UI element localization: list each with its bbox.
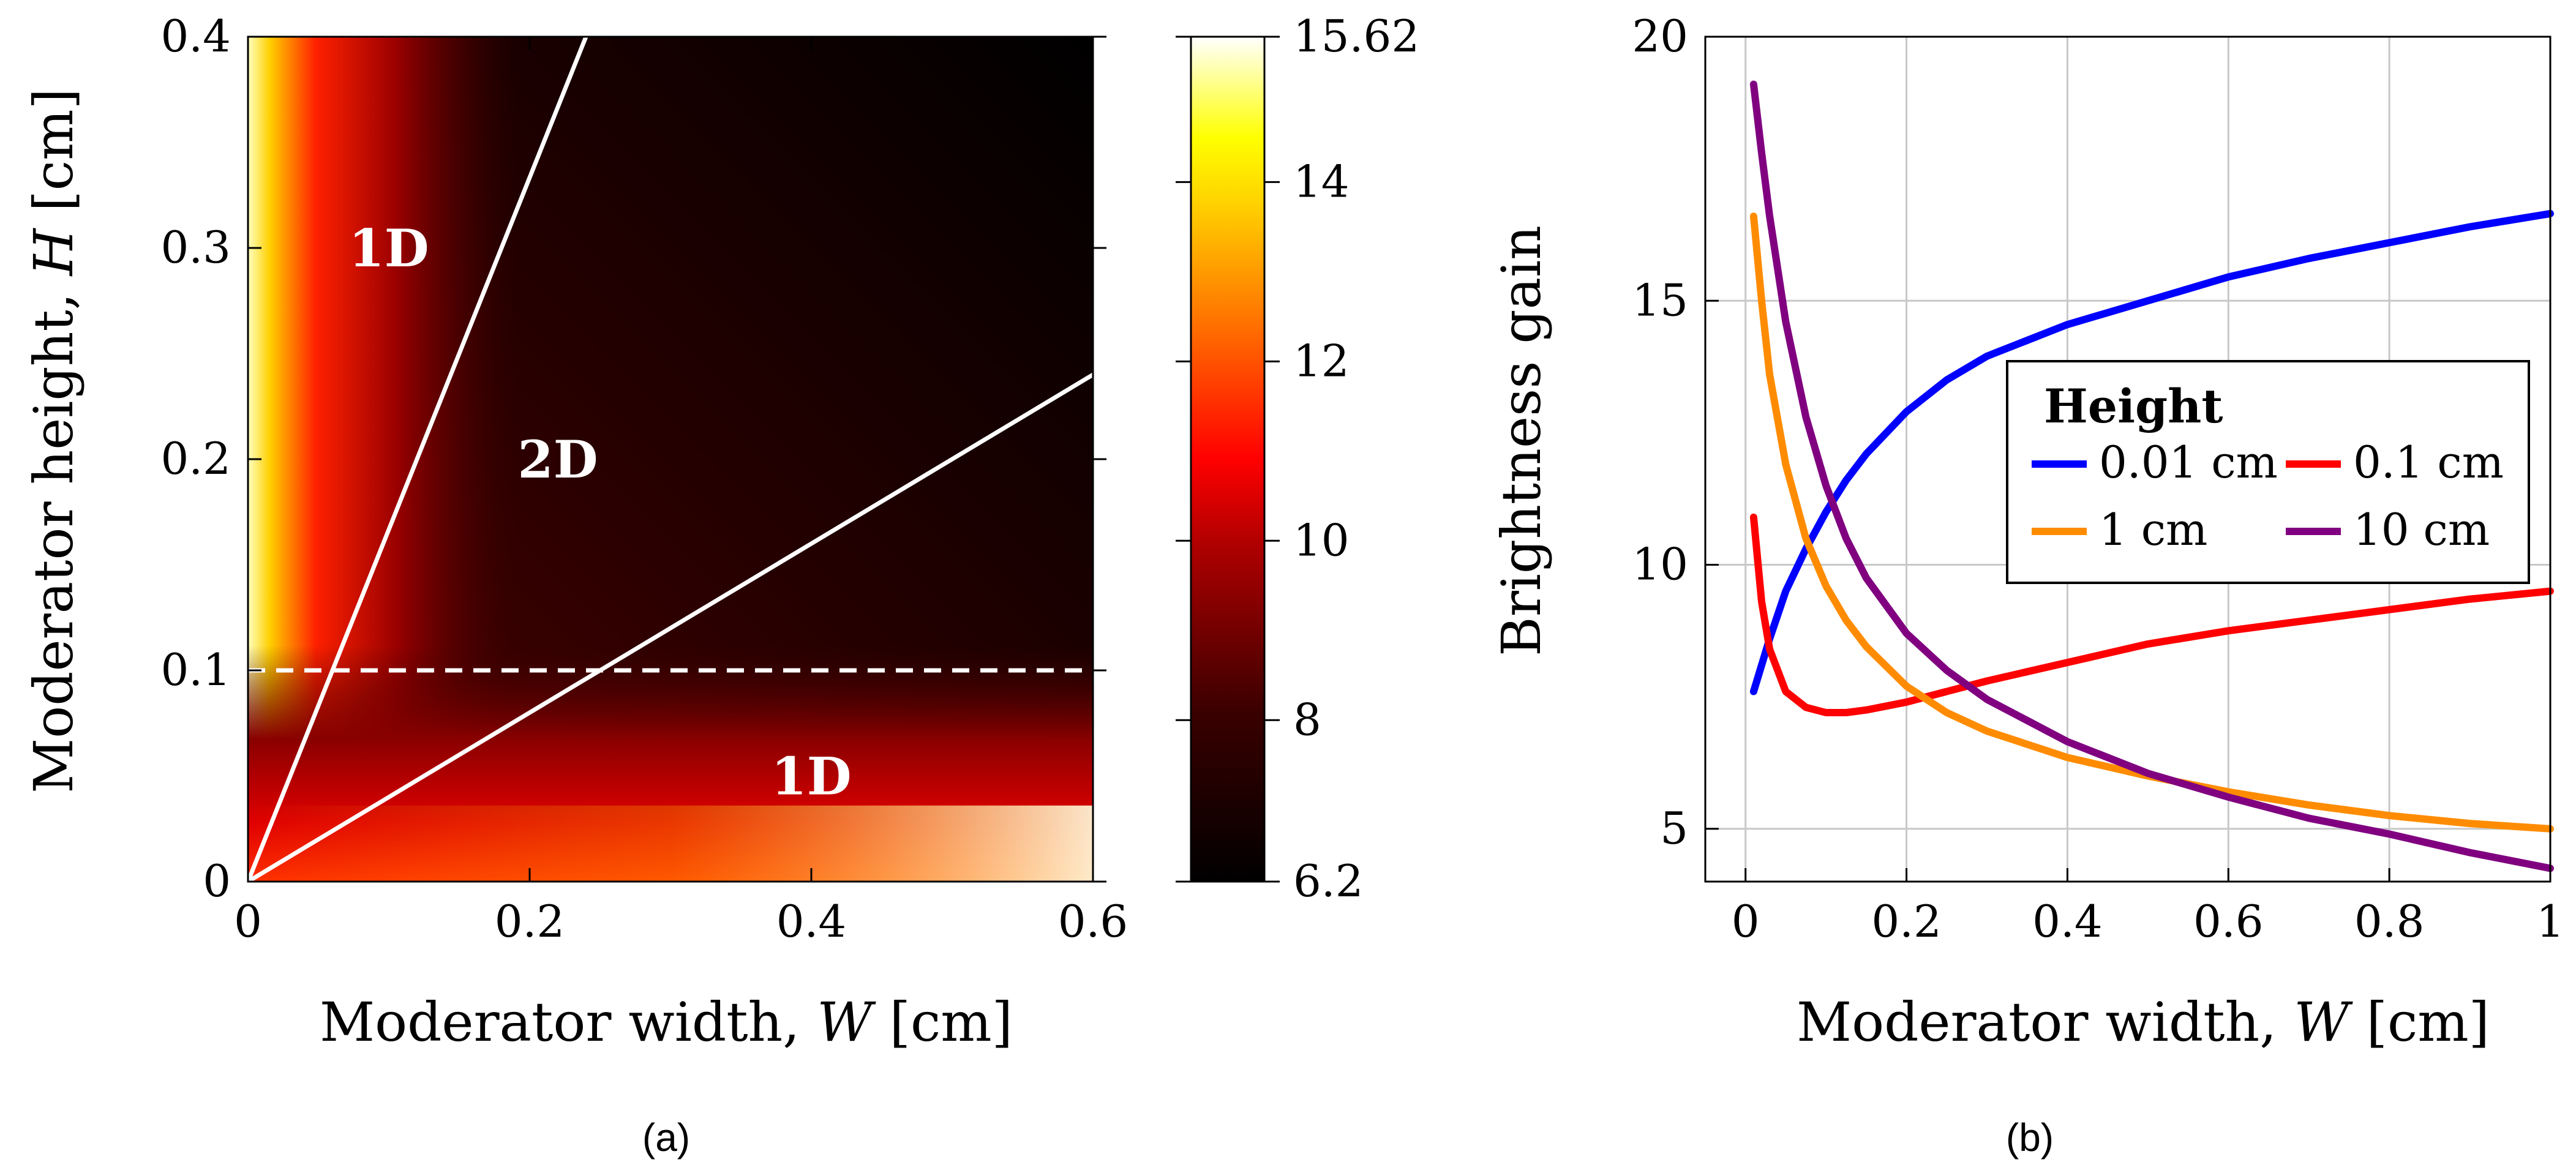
boundary-line-1 — [246, 36, 588, 883]
x-tick-label: 0.6 — [1058, 896, 1128, 947]
colorbar: 6.2 8 10 12 14 15.62 — [1176, 10, 1419, 907]
heatmap-y-axis-label: Moderator height, H [cm] — [22, 88, 85, 793]
x-tick-label: 0.6 — [2193, 896, 2264, 947]
legend-entry-0.1-cm: 0.1 cm — [2353, 437, 2504, 488]
y-tick-label: 0.1 — [160, 644, 231, 695]
y-tick-label: 20 — [1632, 10, 1688, 62]
x-tick-label: 0.4 — [2032, 896, 2103, 947]
heatmap-field — [248, 37, 1093, 882]
panel-label-b: (b) — [2006, 1115, 2054, 1160]
y-tick-label: 0.2 — [160, 433, 231, 484]
y-tick-label: 0.3 — [160, 222, 231, 273]
boundary-line-2 — [247, 372, 1094, 884]
region-label-1d: 1D — [771, 746, 851, 807]
series-line-0.01-cm — [1749, 209, 2554, 695]
heatmap-boundary-lines — [246, 36, 1094, 884]
legend-entry-1-cm: 1 cm — [2099, 504, 2207, 555]
colorbar-tick-label: 10 — [1293, 514, 1350, 566]
line-chart-series — [1749, 80, 2554, 872]
region-label-1d: 1D — [348, 218, 429, 279]
y-tick-label: 0 — [203, 855, 231, 907]
series-line-1-cm — [1749, 212, 2554, 833]
x-tick-label: 0 — [1732, 896, 1760, 947]
y-tick-label: 5 — [1660, 803, 1688, 854]
heatmap-ticks: 0 0.2 0.4 0.6 0 0.1 0.2 0.3 0.4 — [160, 10, 1128, 947]
colorbar-ticks: 6.2 8 10 12 14 15.62 — [1176, 10, 1419, 907]
x-tick-label: 0.8 — [2354, 896, 2425, 947]
y-tick-label: 0.4 — [160, 10, 231, 62]
y-tick-label: 10 — [1632, 539, 1688, 590]
colorbar-gradient — [1190, 36, 1266, 883]
x-tick-label: 0 — [234, 896, 262, 947]
colorbar-tick-label: 15.62 — [1293, 10, 1419, 62]
panel-label-a: (a) — [642, 1115, 690, 1160]
legend-title: Height — [2044, 379, 2223, 433]
heatmap-panel: 0 0.2 0.4 0.6 0 0.1 0.2 0.3 0.4 1D 2D 1D Moderator… — [22, 10, 1128, 1160]
legend-box — [2006, 360, 2530, 584]
series-line-10-cm — [1749, 80, 2554, 872]
legend-entry-10-cm: 10 cm — [2353, 504, 2490, 555]
heatmap-annotations: 1D 2D 1D — [348, 218, 851, 807]
x-tick-label: 0.2 — [495, 896, 565, 947]
x-tick-label: 1 — [2536, 896, 2564, 947]
colorbar-tick-label: 14 — [1293, 156, 1350, 207]
x-tick-label: 0.4 — [776, 896, 847, 947]
colorbar-tick-label: 12 — [1293, 335, 1350, 386]
legend-entry-0.01-cm: 0.01 cm — [2099, 437, 2278, 488]
colorbar-tick-label: 8 — [1293, 694, 1321, 745]
line-chart-x-axis-label: Moderator width, W [cm] — [1797, 991, 2490, 1054]
region-label-2d: 2D — [517, 429, 598, 490]
y-tick-label: 15 — [1632, 274, 1688, 326]
colorbar-tick-label: 6.2 — [1293, 855, 1364, 907]
heatmap-bottom-glow — [248, 805, 1093, 882]
x-tick-label: 0.2 — [1871, 896, 1942, 947]
heatmap-x-axis-label: Moderator width, W [cm] — [320, 991, 1013, 1054]
line-chart-y-axis-label: Brightness gain — [1490, 225, 1553, 656]
line-chart-frame — [1704, 36, 2552, 883]
